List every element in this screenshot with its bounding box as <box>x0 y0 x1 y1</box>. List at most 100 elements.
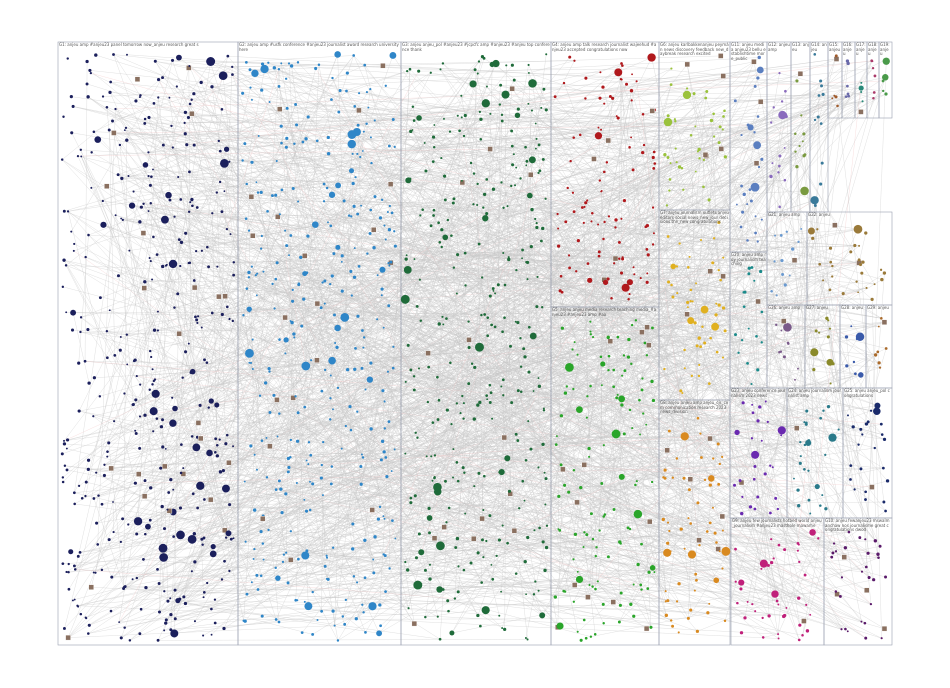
edge <box>445 199 547 548</box>
node <box>161 445 165 449</box>
node <box>432 145 436 149</box>
image-node <box>189 110 195 117</box>
node <box>527 72 530 74</box>
image-node <box>605 137 611 144</box>
edge <box>63 395 261 442</box>
node <box>567 490 571 494</box>
node <box>285 244 289 248</box>
node <box>73 568 77 571</box>
node <box>173 588 177 592</box>
node <box>382 326 385 329</box>
node <box>156 638 160 642</box>
node <box>187 534 197 544</box>
node <box>195 249 198 253</box>
node <box>61 562 65 566</box>
image-node <box>108 465 114 472</box>
node <box>251 367 254 371</box>
edge <box>778 351 878 546</box>
node <box>847 530 851 534</box>
node <box>254 274 257 277</box>
node <box>214 437 218 441</box>
edge <box>742 318 828 497</box>
edge <box>357 96 837 317</box>
edge <box>75 569 455 599</box>
node <box>667 280 671 284</box>
edge <box>102 108 288 202</box>
node <box>158 543 168 553</box>
edge <box>446 342 705 523</box>
node <box>849 464 853 468</box>
edge <box>670 496 758 552</box>
node <box>864 498 867 501</box>
node <box>739 631 744 635</box>
node <box>289 64 294 68</box>
node <box>853 488 856 491</box>
node <box>412 388 416 392</box>
node <box>882 271 887 275</box>
node <box>616 116 620 120</box>
node <box>289 234 293 237</box>
edge <box>352 153 748 364</box>
node <box>222 484 230 493</box>
node <box>389 52 397 59</box>
node <box>191 492 195 496</box>
node <box>576 239 580 243</box>
edge <box>570 75 724 162</box>
node <box>476 203 479 206</box>
node <box>697 374 701 378</box>
node <box>97 494 100 497</box>
edge <box>629 134 742 295</box>
node <box>742 192 746 197</box>
node <box>286 470 290 474</box>
edge <box>279 108 719 445</box>
node <box>607 215 611 218</box>
edge <box>487 363 748 400</box>
node <box>162 527 167 531</box>
node <box>225 530 232 537</box>
node <box>431 135 436 139</box>
edge <box>277 216 307 367</box>
image-node <box>314 357 320 363</box>
node <box>619 591 623 595</box>
node <box>583 205 586 208</box>
node <box>514 112 521 119</box>
edge <box>531 209 683 394</box>
node <box>512 153 515 156</box>
node <box>268 411 272 414</box>
edge <box>119 116 724 623</box>
node <box>813 118 817 122</box>
edge <box>145 61 211 166</box>
edge <box>123 588 770 617</box>
node <box>826 335 830 339</box>
node <box>680 167 684 170</box>
node <box>456 479 460 483</box>
node <box>594 587 597 591</box>
node <box>510 401 514 405</box>
node <box>872 578 876 582</box>
node <box>243 480 246 483</box>
image-node <box>288 557 294 563</box>
edge <box>288 63 313 484</box>
image-node <box>216 293 222 300</box>
node <box>665 204 669 207</box>
edge <box>189 103 558 628</box>
edge <box>212 312 631 530</box>
node <box>500 590 503 593</box>
node <box>179 240 184 245</box>
node <box>766 420 769 424</box>
image-node <box>207 496 214 503</box>
node <box>721 306 726 310</box>
node <box>121 218 124 222</box>
node <box>597 223 600 226</box>
edge <box>216 192 227 444</box>
node <box>260 62 265 66</box>
node <box>112 501 114 503</box>
image-node <box>644 324 650 330</box>
edge <box>93 416 366 633</box>
node <box>741 401 745 405</box>
node <box>134 432 138 435</box>
node <box>535 225 539 230</box>
edge <box>382 113 491 442</box>
node <box>390 211 394 215</box>
node <box>735 203 738 206</box>
